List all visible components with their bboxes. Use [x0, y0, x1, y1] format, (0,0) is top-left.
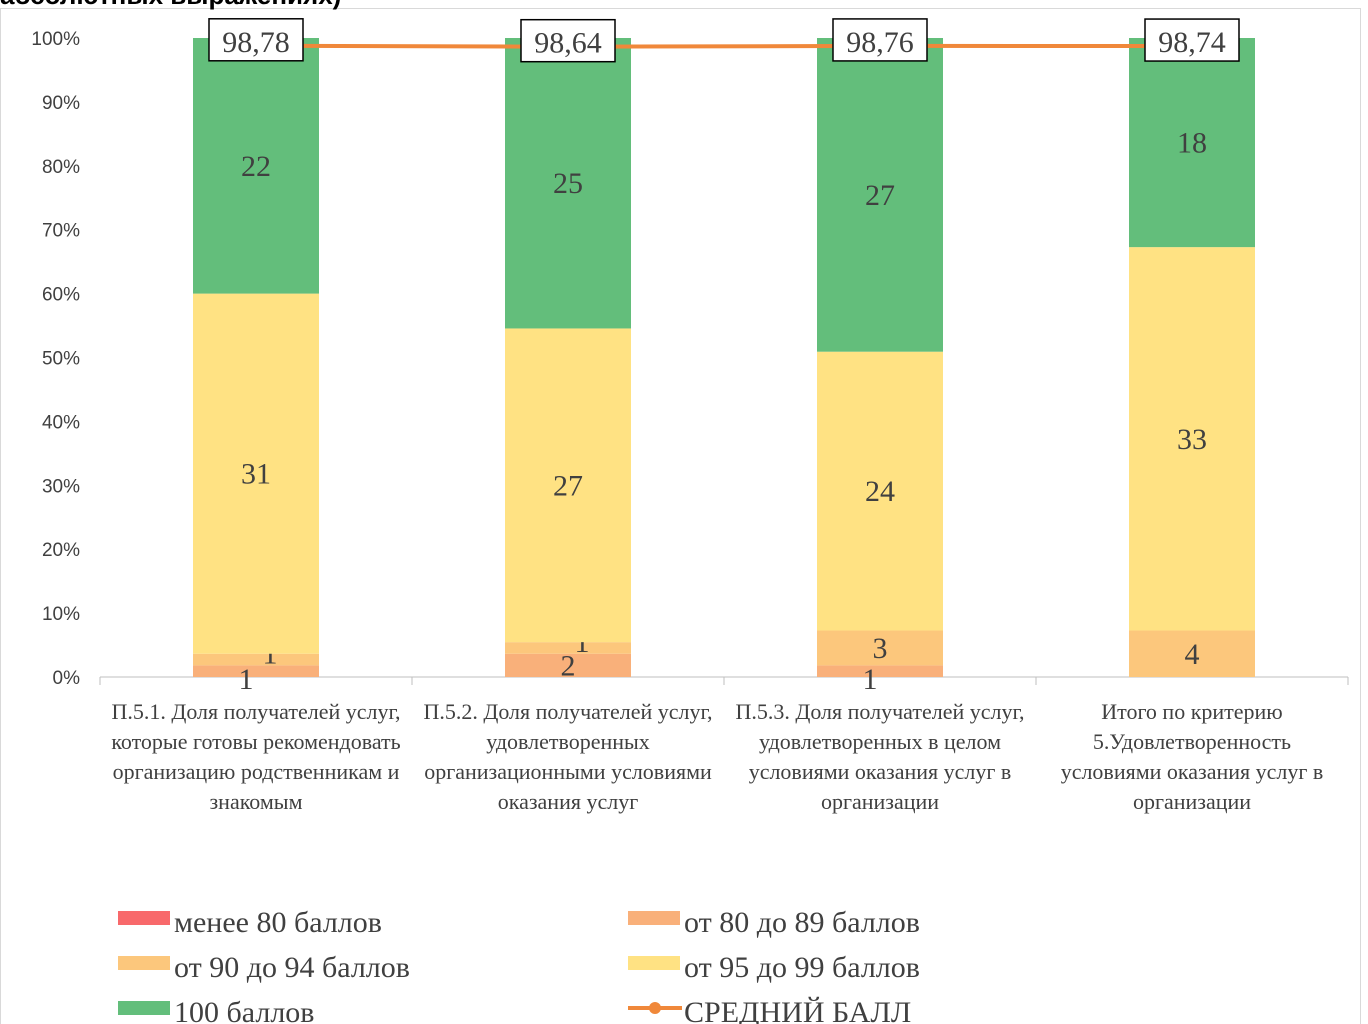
legend-swatch	[628, 956, 680, 970]
chart-title: абсолютных выражениях)	[0, 0, 341, 10]
data-label: 1	[863, 663, 878, 696]
y-tick-label: 50%	[42, 349, 80, 370]
data-label: 98,78	[222, 26, 290, 59]
bar-segment	[505, 38, 631, 329]
chart-frame	[0, 8, 1361, 1024]
data-label: 1	[239, 663, 254, 696]
y-tick-label: 70%	[42, 221, 80, 242]
bar-segment	[817, 38, 943, 352]
y-tick-label: 60%	[42, 285, 80, 306]
line-series	[255, 43, 1193, 49]
data-label: 22	[241, 150, 271, 183]
bar-segment	[817, 665, 943, 677]
bar-segment	[193, 653, 319, 666]
data-label: 2	[561, 649, 576, 682]
bar-segment	[505, 653, 631, 677]
data-label: 25	[553, 167, 583, 200]
legend-label: от 90 до 94 баллов	[174, 951, 410, 984]
bar-segment	[1129, 247, 1255, 631]
x-tick-label: П.5.1. Доля получателей услуг, которые г…	[111, 699, 401, 814]
bar-segment	[193, 293, 319, 654]
legend-label: от 80 до 89 баллов	[684, 906, 920, 939]
data-label: 33	[1177, 423, 1207, 456]
bar-segment	[505, 642, 631, 654]
data-label: 27	[553, 469, 583, 502]
y-tick-label: 10%	[42, 604, 80, 625]
data-label-box	[1144, 18, 1240, 62]
y-tick-label: 40%	[42, 412, 80, 433]
data-label: 31	[241, 458, 271, 491]
data-label: 18	[1177, 127, 1207, 160]
legend-swatch	[118, 956, 170, 970]
data-label-box	[832, 18, 928, 62]
legend-swatch	[628, 911, 680, 925]
bar-segment	[505, 328, 631, 643]
y-tick-label: 30%	[42, 476, 80, 497]
x-tick-label: Итого по критерию 5.Удовлетворенность ус…	[1060, 699, 1324, 814]
data-label: 27	[865, 179, 895, 212]
data-label: 24	[865, 475, 895, 508]
data-label: 98,64	[534, 27, 602, 60]
data-label: 3	[873, 632, 888, 665]
bar-segment	[817, 630, 943, 666]
bar-segment	[1129, 630, 1255, 677]
bar-segment	[1129, 38, 1255, 248]
legend-swatch	[118, 911, 170, 925]
y-tick-label: 80%	[42, 157, 80, 178]
legend-marker	[649, 1002, 661, 1014]
data-label: 98,76	[846, 26, 914, 59]
legend-label: 100 баллов	[174, 996, 314, 1024]
bar-segment	[193, 665, 319, 677]
legend-label: от 95 до 99 баллов	[684, 951, 920, 984]
data-label: 98,74	[1158, 26, 1226, 59]
y-tick-label: 90%	[42, 93, 80, 114]
data-label: 4	[1185, 638, 1200, 671]
y-tick-label: 20%	[42, 540, 80, 561]
y-tick-label: 100%	[31, 29, 80, 50]
legend-label: менее 80 баллов	[174, 906, 382, 939]
bar-segment	[817, 351, 943, 631]
bar-segment	[193, 38, 319, 294]
x-tick-label: П.5.2. Доля получателей услуг, удовлетво…	[423, 699, 713, 814]
data-label-box	[520, 18, 616, 63]
data-label-box	[208, 18, 304, 62]
legend-label: СРЕДНИЙ БАЛЛ	[684, 996, 911, 1024]
legend-swatch	[118, 1001, 170, 1015]
y-tick-label: 0%	[53, 668, 81, 689]
x-tick-label: П.5.3. Доля получателей услуг, удовлетво…	[735, 699, 1025, 814]
